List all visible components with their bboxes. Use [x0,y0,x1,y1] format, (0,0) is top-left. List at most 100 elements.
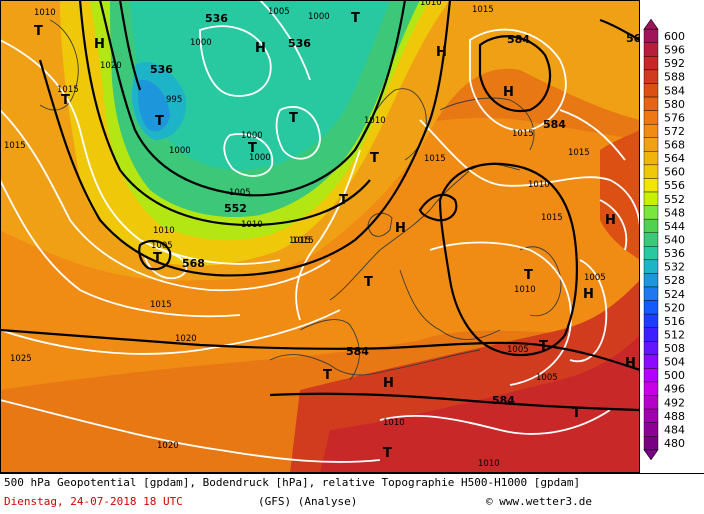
scale-swatch [643,341,659,356]
high-marker: H [395,221,406,236]
credit-link[interactable]: © www.wetter3.de [486,495,592,508]
scale-label: 488 [664,410,685,423]
pressure-label: 1005 [229,188,251,198]
scale-swatch [643,96,659,111]
scale-swatch [643,29,659,43]
low-marker: T [289,111,298,126]
geopotential-label: 536 [288,37,311,50]
low-marker: T [248,141,257,156]
scale-swatch [643,246,659,261]
pressure-label: 1020 [175,334,197,344]
pressure-label: 1015 [150,300,172,310]
pressure-label: 1020 [100,61,122,71]
scale-swatch [643,69,659,84]
scale-swatch [643,42,659,57]
pressure-label: 1015 [292,236,314,246]
scale-swatch [643,259,659,274]
pressure-label: 1010 [478,459,500,469]
scale-swatch [643,178,659,193]
scale-label: 552 [664,193,685,206]
pressure-labels: 1010 1005 1000 1020 1015 1015 1015 1000 … [4,0,606,469]
pressure-label: 1010 [383,418,405,428]
scale-swatch [643,273,659,288]
scale-label: 588 [664,71,685,84]
scale-swatch [643,151,659,166]
low-marker: T [364,275,373,290]
geopotential-labels: 536 536 536 552 568 584 584 584 584 56 [150,12,640,407]
scale-label: 580 [664,98,685,111]
low-marker: T [153,251,162,266]
blue-core [138,79,170,132]
pressure-label: 1000 [308,12,330,22]
pressure-label: 1005 [151,241,173,251]
scale-swatch [643,232,659,247]
scale-swatch [643,218,659,233]
scale-swatch [643,164,659,179]
pressure-label: 1015 [568,148,590,158]
scale-label: 484 [664,423,685,436]
pressure-label: 1010 [420,0,442,8]
geopotential-label: 56 [626,32,640,45]
scale-label: 568 [664,139,685,152]
scale-label: 508 [664,342,685,355]
pressure-label: 1005 [584,273,606,283]
scale-label: 500 [664,369,685,382]
high-marker: H [436,45,447,60]
scale-label: 564 [664,152,685,165]
pressure-label: 1015 [424,154,446,164]
high-marker: H [583,287,594,302]
scale-swatch [643,354,659,369]
deep-red-south [320,335,640,473]
geopotential-label: 584 [543,118,566,131]
pressure-label: 1015 [472,5,494,15]
pressure-label: 1000 [249,153,271,163]
pressure-label: 1005 [507,345,529,355]
scale-swatch [643,56,659,71]
red-east [600,130,640,260]
scale-label: 548 [664,206,685,219]
scale-arrow-bottom [643,449,659,461]
map-footer: 500 hPa Geopotential [gpdam], Bodendruck… [0,473,704,514]
scale-arrow-top [643,18,659,30]
isobars [0,0,640,463]
pressure-label: 1020 [157,441,179,451]
color-scale-legend: 6005965925885845805765725685645605565525… [640,0,704,473]
scale-label: 528 [664,274,685,287]
pressure-label: 995 [166,95,182,105]
pressure-label: 1010 [153,226,175,236]
low-marker: T [539,339,548,354]
pressure-label: 1000 [169,146,191,156]
scale-swatch [643,313,659,328]
scale-swatch [643,436,659,450]
pressure-label: 1000 [190,38,212,48]
scale-label: 504 [664,356,685,369]
weather-map: 536 536 536 552 568 584 584 584 584 56 1… [0,0,640,473]
scale-swatch [643,422,659,437]
scale-label: 512 [664,328,685,341]
geopotential-label: 584 [507,33,530,46]
low-markers: T T T T T T T T T T T T T T T [34,11,581,461]
scale-swatch [643,123,659,138]
scale-swatch [643,286,659,301]
scale-label: 540 [664,234,685,247]
geopotential-label: 536 [150,63,173,76]
scale-swatch [643,110,659,125]
scale-label: 584 [664,84,685,97]
high-marker: H [605,213,616,228]
scale-swatch [643,368,659,383]
scale-label: 492 [664,396,685,409]
pressure-label: 1015 [57,85,79,95]
low-marker: T [351,11,360,26]
geopotential-label: 584 [346,345,369,358]
geopotential-label: 536 [205,12,228,25]
scale-label: 516 [664,315,685,328]
scale-label: 560 [664,166,685,179]
low-marker: T [370,151,379,166]
pressure-label: 1000 [241,131,263,141]
scale-label: 544 [664,220,685,233]
scale-label: 524 [664,288,685,301]
scale-label: 496 [664,383,685,396]
teal-band [130,0,390,170]
pressure-label: 1010 [528,180,550,190]
scale-label: 532 [664,261,685,274]
